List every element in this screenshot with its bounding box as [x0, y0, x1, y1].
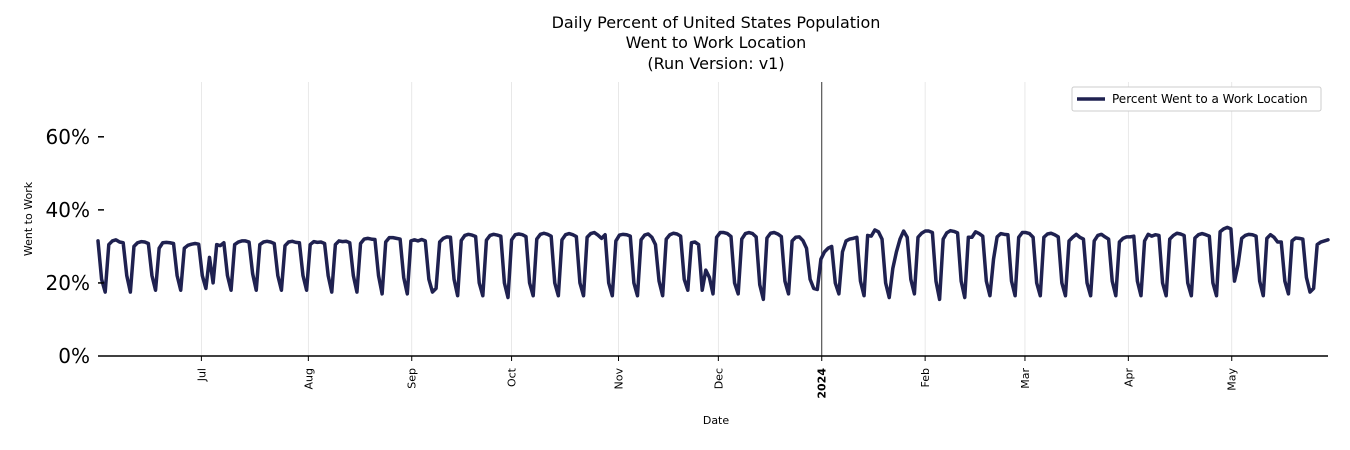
series-layer: [96, 225, 1330, 302]
y-tick-label-0: 0%: [58, 344, 90, 368]
vertical-gridlines: [200, 82, 1233, 356]
x-axis-label: Date: [703, 414, 730, 427]
x-tick-label-may: May: [1226, 368, 1239, 391]
x-tick-label-jul: Jul: [195, 368, 208, 382]
x-tick-label-oct: Oct: [506, 367, 519, 387]
series-line-percent-went-to-work: [96, 225, 1330, 302]
x-tick-label-sep: Sep: [406, 368, 419, 389]
y-tick-label-20: 20%: [46, 271, 90, 295]
y-tick-label-40: 40%: [46, 198, 90, 222]
x-tick-label-apr: Apr: [1122, 368, 1135, 388]
legend-box: [1071, 86, 1322, 112]
legend: Percent Went to a Work Location: [1071, 86, 1322, 112]
y-tick-label-60: 60%: [46, 125, 90, 149]
chart-title-line-2: Went to Work Location: [626, 33, 807, 52]
legend-label: Percent Went to a Work Location: [1112, 92, 1308, 106]
chart-title-line-1: Daily Percent of United States Populatio…: [552, 13, 881, 32]
x-tick-label-2024: 2024: [816, 368, 829, 399]
x-tick-label-aug: Aug: [302, 368, 315, 389]
chart-title-line-3: (Run Version: v1): [647, 54, 784, 73]
x-tick-label-feb: Feb: [919, 368, 932, 387]
x-tick-label-dec: Dec: [712, 368, 725, 389]
x-tick-label-mar: Mar: [1019, 368, 1032, 389]
x-tick-label-nov: Nov: [613, 368, 626, 390]
chart-title: Daily Percent of United States Populatio…: [552, 13, 881, 73]
y-axis-ticks: 0% 20% 40% 60%: [46, 125, 104, 368]
x-axis-ticks: Jul Aug Sep Oct Nov Dec 2024 Feb Mar Apr May: [195, 356, 1239, 399]
y-axis-label: Went to Work: [22, 181, 35, 256]
